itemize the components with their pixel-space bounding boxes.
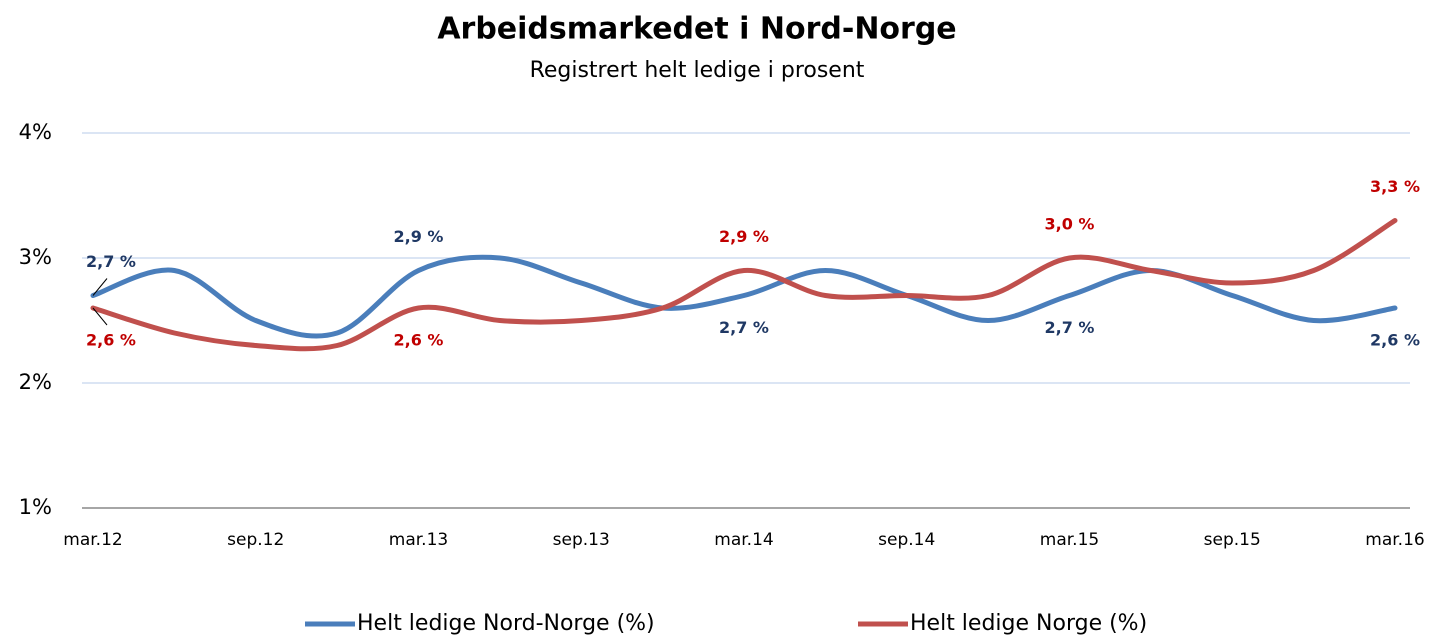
y-tick-label: 2% <box>19 370 52 394</box>
legend-label: Helt ledige Norge (%) <box>910 611 1147 636</box>
x-tick-label: mar.13 <box>389 530 448 550</box>
legend-label: Helt ledige Nord-Norge (%) <box>357 611 655 636</box>
data-label: 3,3 % <box>1370 177 1420 196</box>
x-tick-label: sep.14 <box>878 530 935 550</box>
series-line <box>90 218 1398 352</box>
x-tick-label: sep.15 <box>1204 530 1261 550</box>
chart-title: Arbeidsmarkedet i Nord-Norge <box>437 12 956 47</box>
data-label: 3,0 % <box>1045 215 1095 234</box>
label-leader <box>92 278 108 296</box>
chart-subtitle: Registrert helt ledige i prosent <box>530 58 865 83</box>
data-label: 2,9 % <box>719 227 769 246</box>
data-label: 2,7 % <box>1045 318 1095 337</box>
x-tick-label: mar.15 <box>1040 530 1099 550</box>
data-label: 2,7 % <box>719 318 769 337</box>
data-label: 2,6 % <box>86 331 136 350</box>
y-tick-label: 3% <box>19 245 52 269</box>
y-tick-label: 4% <box>19 120 52 144</box>
x-tick-label: sep.12 <box>227 530 284 550</box>
x-tick-label: mar.14 <box>714 530 773 550</box>
data-label: 2,7 % <box>86 252 136 271</box>
label-leader <box>92 307 108 326</box>
data-label: 2,6 % <box>394 331 444 350</box>
y-tick-label: 1% <box>19 495 52 519</box>
data-label: 2,6 % <box>1370 331 1420 350</box>
x-tick-label: sep.13 <box>553 530 610 550</box>
x-tick-label: mar.12 <box>63 530 122 550</box>
data-label: 2,9 % <box>394 227 444 246</box>
x-tick-label: mar.16 <box>1365 530 1424 550</box>
